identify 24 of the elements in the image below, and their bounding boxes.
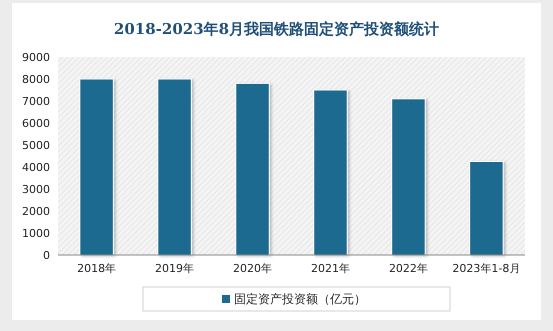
bar <box>79 78 114 256</box>
bar <box>157 78 192 256</box>
y-tick-label: 4000 <box>22 160 50 174</box>
chart-title: 2018-2023年8月我国铁路固定资产投资额统计 <box>114 20 440 38</box>
y-tick-label: 0 <box>43 248 50 262</box>
y-tick-label: 6000 <box>22 116 50 130</box>
x-tick-label: 2018年 <box>77 262 116 275</box>
y-tick-label: 1000 <box>22 226 50 240</box>
bar <box>391 98 426 256</box>
y-tick-label: 8000 <box>22 72 50 86</box>
x-tick-label: 2020年 <box>233 262 272 275</box>
y-tick-label: 7000 <box>22 94 50 108</box>
x-tick-label: 2023年1-8月 <box>452 262 520 275</box>
x-tick-label: 2019年 <box>155 262 194 275</box>
y-tick-label: 2000 <box>22 204 50 218</box>
y-tick-label: 5000 <box>22 138 50 152</box>
x-tick-label: 2022年 <box>388 262 428 275</box>
legend-label: 固定资产投资额（亿元） <box>234 292 366 306</box>
y-tick-label: 3000 <box>22 182 50 196</box>
x-tick-label: 2021年 <box>310 262 350 275</box>
bar <box>469 161 504 256</box>
y-tick-label: 9000 <box>22 50 50 64</box>
bar <box>313 90 348 256</box>
bar <box>235 82 270 256</box>
